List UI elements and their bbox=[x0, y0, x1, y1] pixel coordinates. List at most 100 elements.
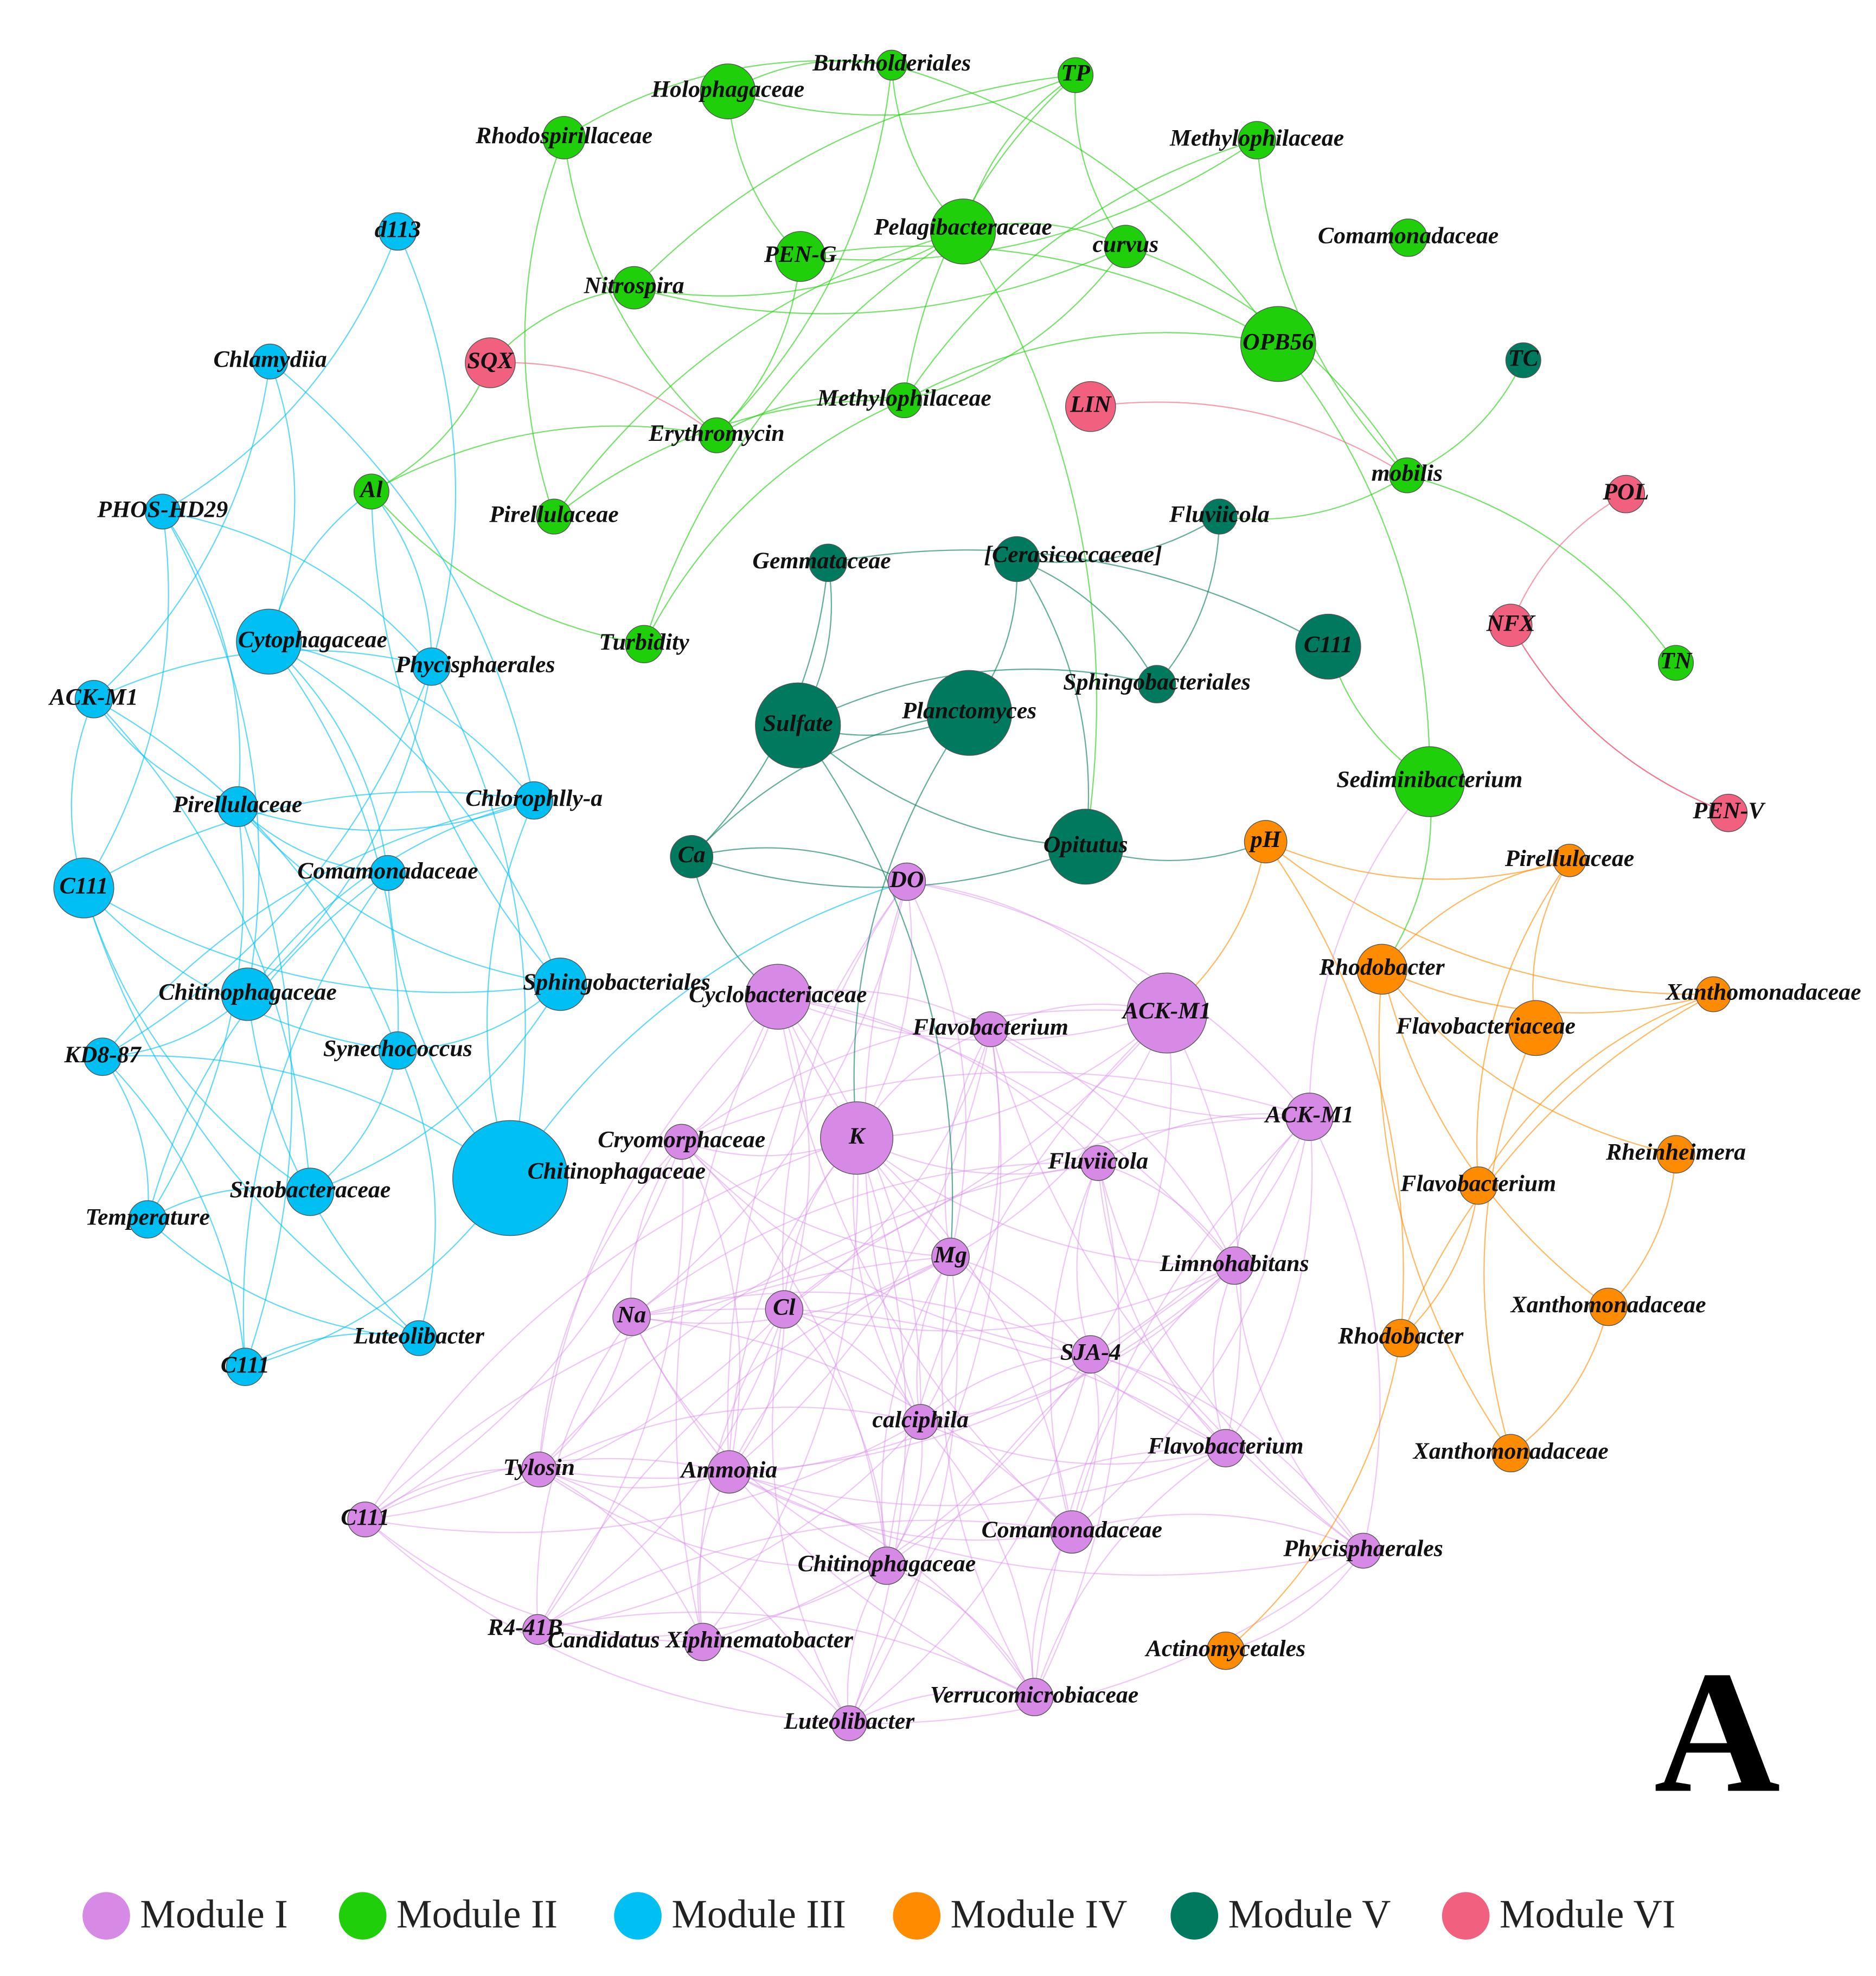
edge bbox=[728, 1309, 785, 1473]
edge bbox=[920, 1029, 1001, 1422]
edge bbox=[162, 511, 260, 995]
node-label: Actinomycetales bbox=[1144, 1635, 1305, 1661]
node-label: SJA-4 bbox=[1060, 1339, 1121, 1365]
edge bbox=[539, 1162, 1098, 1470]
node bbox=[1489, 604, 1533, 647]
edge bbox=[247, 666, 432, 995]
edge bbox=[553, 399, 905, 517]
edge bbox=[702, 1354, 1091, 1643]
node bbox=[1065, 381, 1116, 432]
node-label: Sulfate bbox=[763, 710, 833, 736]
edge bbox=[847, 1565, 887, 1724]
node-label: Holophagaceae bbox=[651, 76, 804, 102]
node-label: Xanthomonadaceae bbox=[1412, 1438, 1609, 1464]
node bbox=[1104, 224, 1148, 268]
edge bbox=[537, 1611, 1035, 1698]
node bbox=[1606, 474, 1645, 514]
edge bbox=[849, 1354, 1091, 1724]
node bbox=[533, 957, 587, 1011]
edge bbox=[1156, 516, 1220, 685]
edge bbox=[539, 1406, 921, 1470]
node-label: Comamonadaceae bbox=[1318, 222, 1499, 248]
node-label: Ammonia bbox=[680, 1457, 778, 1483]
edge bbox=[1166, 1012, 1242, 1448]
edge bbox=[962, 231, 1098, 847]
edge bbox=[697, 1471, 730, 1643]
edge bbox=[245, 1333, 419, 1368]
edge bbox=[881, 1256, 951, 1566]
edge bbox=[539, 1468, 704, 1643]
node bbox=[1201, 498, 1238, 535]
node bbox=[379, 212, 417, 251]
node-label: Chitinophagaceae bbox=[528, 1158, 706, 1184]
edge bbox=[728, 1471, 1363, 1576]
node-label: ACK-M1 bbox=[1264, 1102, 1354, 1128]
edge bbox=[102, 799, 534, 1057]
node-label: Rheinheimera bbox=[1605, 1139, 1746, 1165]
node bbox=[401, 1320, 437, 1356]
edge bbox=[364, 1519, 849, 1724]
node bbox=[1505, 342, 1541, 378]
legend-swatch bbox=[614, 1892, 662, 1940]
edge bbox=[1378, 969, 1512, 1454]
edge bbox=[1219, 474, 1407, 520]
node bbox=[765, 1290, 804, 1329]
node-label: Flavobacterium bbox=[1400, 1170, 1556, 1196]
edge bbox=[1049, 1163, 1099, 1532]
node-label: Sediminibacterium bbox=[1336, 767, 1522, 793]
node bbox=[252, 343, 289, 380]
node-label: Flavobacterium bbox=[912, 1014, 1068, 1040]
node-label: DO bbox=[889, 867, 924, 893]
node-label: Nitrospira bbox=[584, 273, 684, 299]
node bbox=[1015, 1678, 1054, 1716]
edge bbox=[536, 1316, 632, 1630]
edge bbox=[777, 996, 1073, 1532]
node-label: Al bbox=[358, 477, 383, 503]
node-label: Candidatus Xiphinematobacter bbox=[548, 1627, 854, 1653]
edge bbox=[920, 1421, 1035, 1697]
node bbox=[1394, 746, 1465, 817]
node-label: Erythromycin bbox=[648, 420, 785, 446]
node-label: OPB56 bbox=[1243, 329, 1314, 355]
edge bbox=[1510, 1306, 1609, 1454]
edge bbox=[146, 872, 388, 1220]
edge bbox=[797, 724, 1086, 848]
node-label: KD8-87 bbox=[64, 1042, 142, 1068]
node bbox=[1285, 1093, 1334, 1141]
edge bbox=[675, 996, 779, 1643]
node bbox=[1137, 665, 1176, 703]
edge bbox=[631, 1291, 1091, 1355]
edge bbox=[162, 511, 432, 668]
edge bbox=[539, 1317, 632, 1470]
node-label: mobilis bbox=[1372, 460, 1443, 486]
node bbox=[820, 1101, 894, 1175]
node-label: SQX bbox=[467, 348, 514, 374]
edge bbox=[728, 1029, 991, 1473]
edge bbox=[364, 1468, 539, 1520]
edge bbox=[431, 666, 526, 1178]
node bbox=[379, 1031, 417, 1070]
node-label: Gemmataceae bbox=[752, 548, 891, 574]
node bbox=[994, 536, 1040, 582]
edge bbox=[990, 1029, 1364, 1551]
edge bbox=[702, 1641, 850, 1724]
node-label: Cryomorphaceae bbox=[598, 1127, 765, 1153]
node-label: Chlorophlly-a bbox=[465, 785, 603, 811]
edge bbox=[906, 881, 1310, 1118]
edge bbox=[397, 231, 457, 667]
edge bbox=[777, 996, 1167, 1041]
edge bbox=[729, 1265, 1235, 1473]
edge bbox=[1233, 1265, 1364, 1551]
node-label: Limnohabitans bbox=[1159, 1250, 1309, 1276]
edge bbox=[856, 1137, 1073, 1532]
node-label: Flavobacteriaceae bbox=[1395, 1013, 1576, 1039]
edge bbox=[681, 1009, 1167, 1143]
node-label: pH bbox=[1248, 826, 1282, 852]
edge bbox=[147, 1218, 419, 1339]
edge bbox=[848, 1256, 958, 1724]
node-label: Rhodobacter bbox=[1337, 1323, 1464, 1349]
nodes: DO Cyclobacteriaceae ACK-M1 Flavobacterium A… bbox=[48, 49, 1861, 1741]
edge bbox=[728, 1137, 857, 1472]
edge bbox=[630, 1141, 682, 1317]
node bbox=[1058, 57, 1094, 93]
